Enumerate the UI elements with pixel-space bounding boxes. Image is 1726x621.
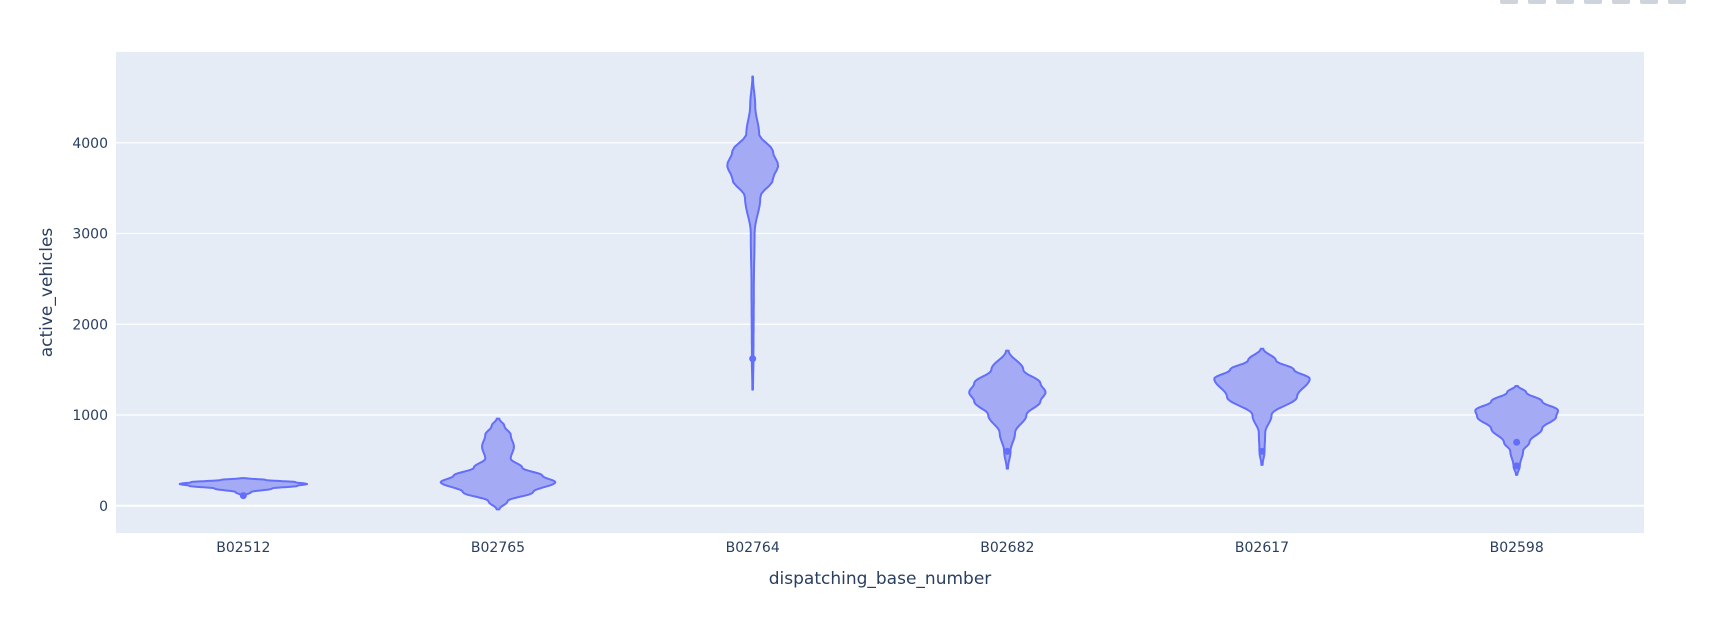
violin-B02512 [178, 477, 308, 500]
y-tick-label: 1000 [72, 408, 108, 424]
outlier-point [239, 492, 247, 500]
violin-series [178, 75, 1559, 511]
violin-B02682 [968, 349, 1047, 470]
y-axis-title: active_vehicles [37, 228, 57, 358]
zoom-in-icon[interactable] [1584, 0, 1602, 4]
violin-B02765 [439, 417, 557, 511]
violin-shape [726, 75, 780, 391]
x-axis-title: dispatching_base_number [769, 569, 992, 589]
violin-shape [1474, 385, 1559, 476]
zoom-icon[interactable] [1528, 0, 1546, 4]
violin-shape [439, 417, 557, 511]
x-tick-label: B02512 [216, 540, 270, 556]
y-tick-label: 4000 [72, 136, 108, 152]
violin-B02617 [1213, 347, 1311, 466]
outlier-point [1513, 462, 1521, 470]
violin-shape [178, 477, 308, 497]
outlier-point [749, 355, 757, 363]
x-tick-label: B02617 [1235, 540, 1289, 556]
x-tick-label: B02764 [726, 540, 780, 556]
outlier-point [1258, 447, 1266, 455]
gridlines [116, 142, 1644, 507]
plot-area [116, 52, 1644, 533]
violin-B02598 [1474, 385, 1559, 476]
reset-axes-icon[interactable] [1668, 0, 1686, 4]
pan-icon[interactable] [1556, 0, 1574, 4]
violin-shape [1213, 347, 1311, 466]
violin-shape [968, 349, 1047, 470]
x-axis-ticks: B02512 B02765 B02764 B02682 B02617 B02598 [216, 540, 1543, 556]
y-axis-ticks: 0 1000 2000 3000 4000 [72, 136, 108, 515]
modebar [1500, 0, 1726, 6]
violin-B02764 [726, 75, 780, 391]
x-tick-label: B02598 [1490, 540, 1544, 556]
zoom-out-icon[interactable] [1612, 0, 1630, 4]
y-tick-label: 3000 [72, 227, 108, 243]
y-tick-label: 2000 [72, 317, 108, 333]
x-tick-label: B02765 [471, 540, 525, 556]
download-plot-icon[interactable] [1500, 0, 1518, 4]
x-tick-label: B02682 [980, 540, 1034, 556]
outlier-point [1003, 447, 1011, 455]
autoscale-icon[interactable] [1640, 0, 1658, 4]
y-tick-label: 0 [99, 499, 108, 515]
outlier-point [1513, 438, 1521, 446]
